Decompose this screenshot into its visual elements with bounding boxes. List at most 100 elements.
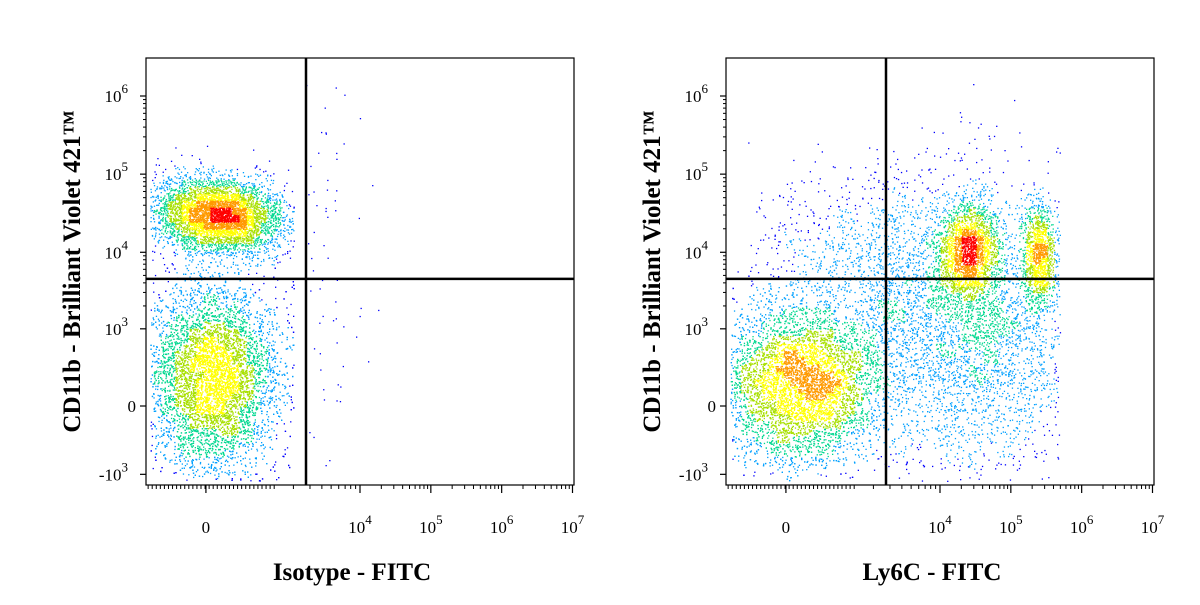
data-point — [212, 319, 215, 321]
data-point — [150, 344, 152, 346]
data-point — [164, 396, 166, 398]
data-point — [184, 338, 186, 340]
data-point — [210, 175, 212, 177]
data-point — [258, 175, 260, 177]
data-point — [292, 331, 295, 333]
data-point — [198, 450, 200, 453]
data-point — [292, 384, 294, 386]
data-point — [274, 216, 277, 218]
data-point — [157, 403, 159, 405]
data-point — [231, 323, 234, 325]
data-point — [279, 244, 281, 246]
data-point — [197, 447, 199, 449]
data-point — [340, 386, 342, 388]
data-point — [257, 431, 259, 434]
data-point — [274, 238, 276, 240]
data-point — [164, 185, 166, 187]
data-point — [205, 455, 208, 457]
data-point — [184, 319, 186, 321]
data-point — [170, 343, 172, 345]
data-point — [247, 304, 249, 306]
data-point — [253, 196, 255, 198]
data-point — [236, 244, 238, 246]
data-point — [226, 251, 228, 253]
data-point — [167, 238, 170, 240]
data-point — [286, 182, 288, 184]
data-point — [174, 369, 176, 371]
data-point — [214, 437, 216, 439]
data-point — [223, 441, 226, 443]
data-point — [249, 421, 251, 423]
data-point — [292, 367, 294, 369]
data-point — [175, 300, 177, 302]
data-point — [277, 246, 279, 248]
data-point — [283, 199, 286, 202]
data-point — [153, 227, 155, 230]
data-point — [155, 437, 157, 439]
data-point — [173, 377, 175, 379]
data-point — [284, 362, 287, 365]
data-point — [201, 436, 203, 438]
data-point — [172, 421, 174, 423]
data-point — [226, 183, 228, 185]
data-point — [190, 273, 192, 275]
data-point — [170, 334, 172, 336]
data-point — [210, 432, 212, 434]
data-point — [183, 241, 185, 243]
data-point — [201, 185, 203, 187]
data-point — [162, 380, 164, 382]
data-point — [164, 218, 166, 220]
data-point — [200, 439, 202, 441]
data-point — [173, 335, 175, 337]
data-point — [266, 368, 268, 370]
data-point — [276, 411, 278, 413]
data-point — [287, 224, 289, 227]
data-point — [226, 318, 228, 320]
data-point — [202, 183, 204, 185]
data-point — [189, 301, 191, 303]
data-point — [202, 166, 204, 168]
data-point — [268, 160, 271, 162]
data-point — [169, 356, 172, 359]
data-point — [175, 312, 177, 314]
data-point — [267, 323, 269, 325]
data-point — [250, 337, 252, 339]
data-point — [191, 244, 194, 246]
data-point — [275, 230, 278, 232]
data-point — [260, 354, 262, 356]
data-point — [204, 435, 206, 437]
data-point — [171, 236, 173, 238]
data-point — [257, 239, 259, 241]
data-point — [250, 361, 252, 364]
data-point — [291, 401, 293, 404]
data-point — [207, 471, 209, 474]
data-point — [208, 184, 210, 187]
data-point — [217, 308, 219, 310]
data-point — [251, 402, 253, 404]
data-point — [176, 435, 178, 437]
data-point — [215, 300, 218, 302]
data-point — [162, 216, 164, 219]
data-point — [204, 298, 206, 301]
data-point — [268, 349, 270, 351]
data-point — [209, 182, 211, 184]
data-point — [175, 249, 177, 251]
data-point — [245, 415, 248, 417]
data-point — [154, 245, 157, 247]
data-point — [277, 233, 279, 235]
data-point — [160, 403, 162, 405]
data-point — [245, 296, 247, 298]
data-point — [266, 198, 269, 200]
data-point — [265, 251, 268, 253]
data-point — [207, 434, 209, 436]
data-point — [221, 446, 223, 448]
data-point — [226, 248, 228, 250]
data-point — [275, 434, 278, 436]
data-point — [248, 248, 250, 250]
data-point — [168, 397, 170, 399]
data-point — [256, 317, 258, 319]
data-point — [202, 300, 204, 302]
data-point — [253, 412, 255, 414]
data-point — [215, 452, 217, 454]
data-point — [273, 349, 275, 351]
